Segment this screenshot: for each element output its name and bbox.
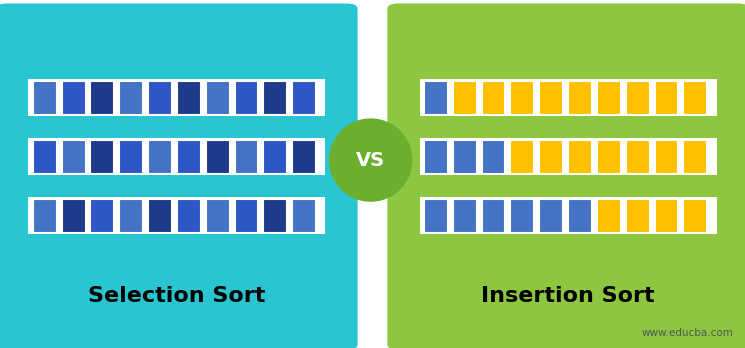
Bar xyxy=(655,140,677,173)
Bar xyxy=(626,140,649,173)
Bar xyxy=(597,140,620,173)
Bar xyxy=(28,79,326,116)
Bar xyxy=(568,81,591,114)
Bar xyxy=(33,81,56,114)
Bar xyxy=(453,199,475,232)
Bar xyxy=(626,199,649,232)
Bar xyxy=(206,81,229,114)
Bar xyxy=(683,140,706,173)
Bar xyxy=(33,140,56,173)
Bar xyxy=(119,140,142,173)
Bar xyxy=(148,199,171,232)
Bar xyxy=(264,81,286,114)
Bar xyxy=(177,81,200,114)
Bar xyxy=(148,81,171,114)
Bar xyxy=(206,199,229,232)
Bar xyxy=(119,81,142,114)
Bar xyxy=(481,81,504,114)
Text: VS: VS xyxy=(356,151,385,169)
Bar xyxy=(235,140,258,173)
Bar xyxy=(539,140,562,173)
Bar xyxy=(424,199,447,232)
Bar xyxy=(597,199,620,232)
Bar xyxy=(33,199,56,232)
Bar xyxy=(90,140,113,173)
Bar xyxy=(292,81,315,114)
Bar xyxy=(419,79,717,116)
FancyBboxPatch shape xyxy=(0,3,358,348)
Bar xyxy=(683,81,706,114)
Bar xyxy=(62,199,84,232)
Bar xyxy=(419,197,717,235)
Bar xyxy=(597,81,620,114)
Text: Selection Sort: Selection Sort xyxy=(88,286,266,306)
Text: www.educba.com: www.educba.com xyxy=(642,327,734,338)
Bar xyxy=(264,199,286,232)
Bar xyxy=(626,81,649,114)
Bar xyxy=(424,140,447,173)
Bar xyxy=(568,140,591,173)
Ellipse shape xyxy=(329,118,412,202)
Bar xyxy=(119,199,142,232)
Bar xyxy=(177,140,200,173)
Bar xyxy=(177,199,200,232)
Bar xyxy=(453,81,475,114)
Bar xyxy=(90,199,113,232)
Bar xyxy=(62,81,84,114)
FancyBboxPatch shape xyxy=(387,3,745,348)
Bar xyxy=(424,81,447,114)
Bar xyxy=(481,199,504,232)
Bar xyxy=(90,81,113,114)
Bar xyxy=(510,140,533,173)
Bar xyxy=(28,138,326,175)
Bar xyxy=(655,81,677,114)
Bar xyxy=(148,140,171,173)
Bar xyxy=(419,138,717,175)
Bar xyxy=(453,140,475,173)
Bar xyxy=(655,199,677,232)
Bar xyxy=(683,199,706,232)
Bar xyxy=(510,199,533,232)
Bar xyxy=(539,199,562,232)
Bar xyxy=(235,81,258,114)
Bar xyxy=(568,199,591,232)
Bar xyxy=(510,81,533,114)
Bar xyxy=(206,140,229,173)
Bar xyxy=(264,140,286,173)
Text: Insertion Sort: Insertion Sort xyxy=(481,286,655,306)
Bar xyxy=(539,81,562,114)
Bar xyxy=(292,140,315,173)
Bar xyxy=(292,199,315,232)
Bar xyxy=(62,140,84,173)
Bar xyxy=(235,199,258,232)
Bar xyxy=(481,140,504,173)
Bar xyxy=(28,197,326,235)
